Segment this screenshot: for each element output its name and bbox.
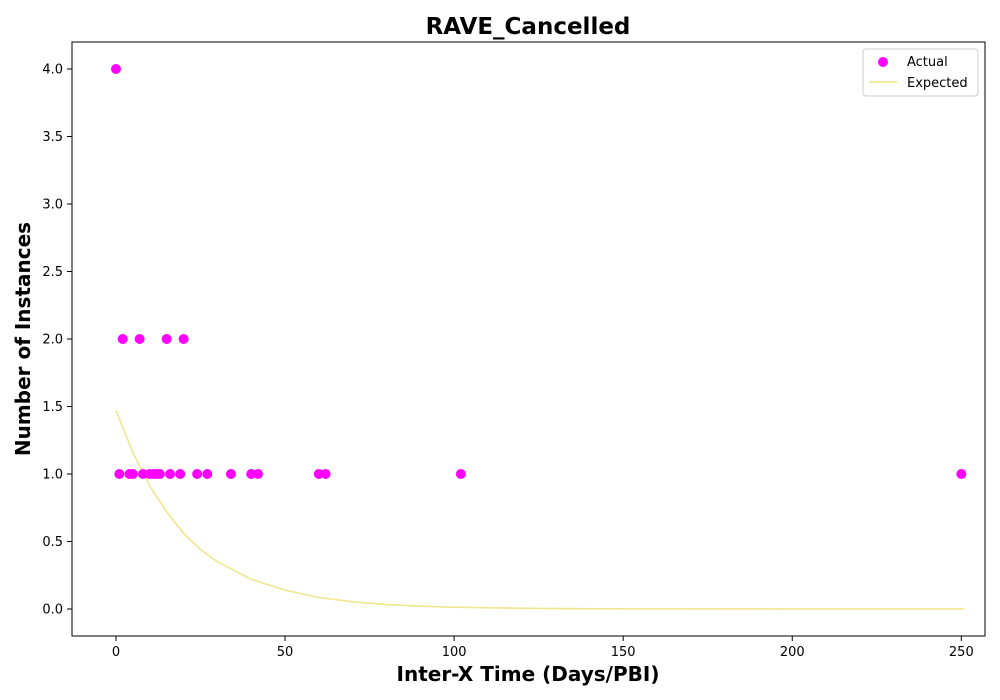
legend-box xyxy=(862,48,979,97)
actual-point-13 xyxy=(175,469,186,479)
legend-expected-label: Expected xyxy=(907,76,968,91)
chart-title: RAVE_Cancelled xyxy=(426,14,631,40)
actual-point-1 xyxy=(114,469,125,479)
actual-point-0 xyxy=(110,64,121,74)
actual-point-11 xyxy=(161,334,172,344)
y-tick-label-0: 0.0 xyxy=(42,603,63,618)
x-tick-label-1: 50 xyxy=(277,645,294,660)
actual-point-22 xyxy=(455,469,466,479)
y-tick-label-2: 1.0 xyxy=(42,468,63,483)
expected-line xyxy=(115,410,965,610)
actual-point-2 xyxy=(117,334,128,344)
actual-point-12 xyxy=(165,469,176,479)
legend-actual-marker xyxy=(878,57,888,67)
actual-point-14 xyxy=(178,334,189,344)
y-tick-label-6: 3.0 xyxy=(42,198,63,213)
y-tick-label-8: 4.0 xyxy=(42,63,63,78)
y-tick-label-5: 2.5 xyxy=(42,265,63,280)
y-tick-label-3: 1.5 xyxy=(42,400,63,415)
actual-point-21 xyxy=(320,469,331,479)
actual-point-17 xyxy=(225,469,236,479)
x-axis-title: Inter-X Time (Days/PBI) xyxy=(397,662,660,686)
actual-point-15 xyxy=(192,469,203,479)
actual-point-23 xyxy=(956,469,967,479)
actual-point-19 xyxy=(252,469,263,479)
x-tick-label-0: 0 xyxy=(112,645,120,660)
legend-actual-label: Actual xyxy=(907,55,948,70)
actual-point-10 xyxy=(154,469,165,479)
y-tick-label-4: 2.0 xyxy=(42,333,63,348)
y-tick-label-7: 3.5 xyxy=(42,130,63,145)
x-tick-label-3: 150 xyxy=(611,645,636,660)
y-tick-label-1: 0.5 xyxy=(42,535,63,550)
x-tick-label-4: 200 xyxy=(780,645,805,660)
y-axis-title: Number of Instances xyxy=(11,222,35,456)
x-tick-label-5: 250 xyxy=(949,645,974,660)
legend: Actual Expected xyxy=(862,48,979,97)
actual-point-4 xyxy=(127,469,138,479)
plot-area xyxy=(110,64,967,610)
x-tick-label-2: 100 xyxy=(442,645,467,660)
actual-point-5 xyxy=(134,334,145,344)
actual-point-16 xyxy=(202,469,213,479)
